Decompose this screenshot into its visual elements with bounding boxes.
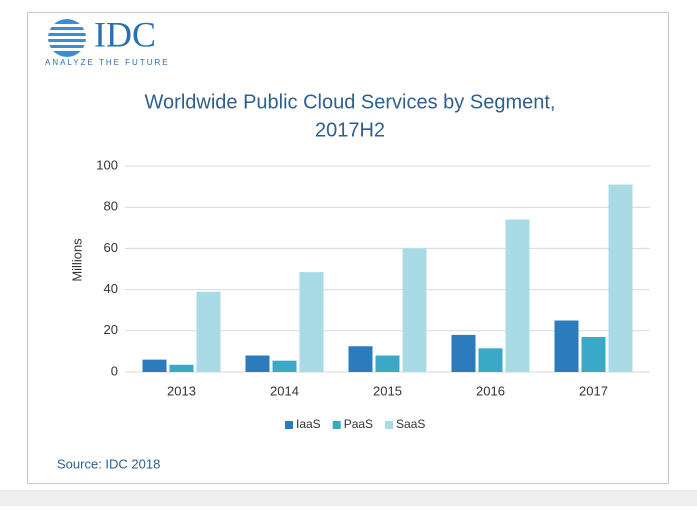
legend-label: IaaS: [296, 417, 321, 431]
x-tick-label: 2015: [373, 383, 402, 398]
bar: [608, 184, 633, 372]
y-tick-label: 100: [96, 157, 118, 172]
bar: [451, 334, 476, 372]
page-footer-band: [0, 490, 697, 506]
y-tick-label: 60: [104, 240, 118, 255]
bar: [554, 320, 579, 372]
bar: [402, 248, 427, 372]
logo-tagline: ANALYZE THE FUTURE: [45, 58, 170, 67]
bar: [272, 360, 297, 372]
bar: [142, 359, 167, 372]
bar: [348, 346, 373, 372]
bar: [581, 336, 606, 372]
chart-title: Worldwide Public Cloud Services by Segme…: [145, 91, 556, 113]
bar: [299, 272, 324, 372]
x-tick-label: 2014: [270, 383, 299, 398]
y-axis-label: Millions: [69, 238, 84, 282]
y-tick-label: 0: [111, 363, 118, 378]
source-note: Source: IDC 2018: [57, 456, 160, 471]
legend-label: PaaS: [344, 417, 373, 431]
y-tick-label: 80: [104, 199, 118, 214]
logo-globe: [46, 19, 88, 57]
x-tick-label: 2013: [167, 383, 196, 398]
chart-title: 2017H2: [315, 119, 385, 141]
bar: [375, 355, 400, 372]
bar: [169, 364, 194, 372]
bar: [478, 348, 503, 372]
bar: [245, 355, 270, 372]
x-tick-label: 2017: [579, 383, 608, 398]
legend-swatch: [385, 421, 394, 429]
bar: [505, 219, 530, 372]
legend-swatch: [332, 421, 341, 429]
y-tick-label: 40: [104, 281, 118, 296]
logo-name: IDC: [94, 14, 156, 54]
legend-swatch: [285, 421, 293, 429]
x-tick-label: 2016: [476, 383, 505, 398]
y-tick-label: 20: [104, 322, 118, 337]
bar: [196, 291, 221, 372]
legend-label: SaaS: [396, 417, 425, 431]
